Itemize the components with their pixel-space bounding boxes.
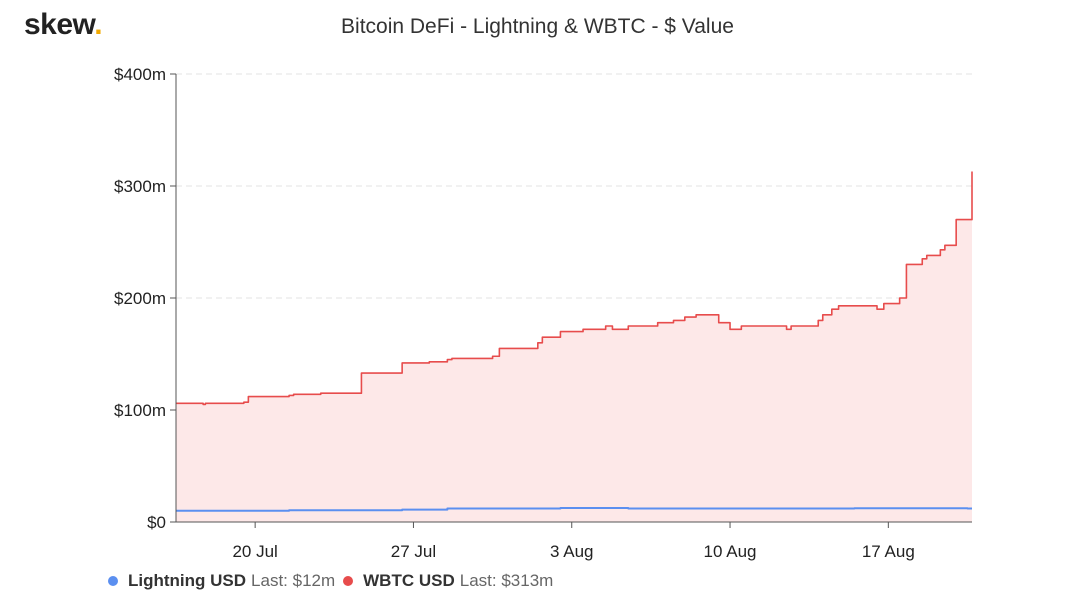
legend-last-wbtc: Last: $313m: [459, 571, 554, 590]
y-tick-label-2: $200m: [114, 289, 166, 308]
x-tick-label-1: 27 Jul: [391, 542, 436, 561]
x-tick-label-3: 10 Aug: [704, 542, 757, 561]
series-line-wbtc-usd: [176, 171, 973, 406]
legend: Lightning USD Last: $12m WBTC USD Last: …: [108, 571, 561, 591]
legend-name-wbtc: WBTC USD: [363, 571, 455, 590]
logo-text: skew: [24, 8, 95, 41]
legend-name-lightning: Lightning USD: [128, 571, 247, 590]
y-tick-label-4: $400m: [114, 65, 166, 84]
x-tick-label-4: 17 Aug: [862, 542, 915, 561]
axis-layer: $0 $100m $200m $300m $400m 20 Jul 27 Jul 3 Aug 1…: [114, 65, 972, 561]
x-tick-label-0: 20 Jul: [232, 542, 277, 561]
series-line-lightning-usd: [176, 507, 972, 512]
legend-last-lightning: Last: $12m: [251, 571, 336, 590]
legend-item-wbtc[interactable]: WBTC USD Last: $313m: [343, 571, 553, 591]
legend-marker-wbtc: [343, 576, 354, 586]
y-tick-label-3: $300m: [114, 177, 166, 196]
series-layer: [176, 171, 973, 522]
chart-title: Bitcoin DeFi - Lightning & WBTC - $ Valu…: [341, 15, 734, 38]
skew-logo: skew.: [24, 8, 103, 42]
y-tick-label-0: $0: [147, 513, 166, 532]
y-tick-label-1: $100m: [114, 401, 166, 420]
series-area-wbtc-usd: [176, 171, 972, 522]
legend-item-lightning[interactable]: Lightning USD Last: $12m: [108, 571, 335, 591]
logo-dot: .: [94, 8, 103, 41]
x-tick-label-2: 3 Aug: [550, 542, 594, 561]
legend-marker-lightning: [108, 576, 118, 586]
